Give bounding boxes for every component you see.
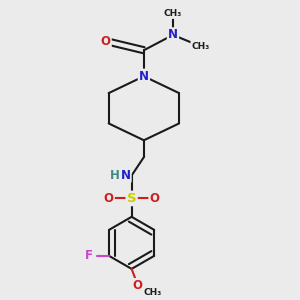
- Text: O: O: [104, 192, 114, 205]
- Text: S: S: [127, 192, 136, 205]
- Text: H: H: [110, 169, 120, 182]
- Text: CH₃: CH₃: [164, 9, 182, 18]
- Text: O: O: [150, 192, 160, 205]
- Text: N: N: [121, 169, 131, 182]
- Text: O: O: [100, 34, 111, 48]
- Text: F: F: [85, 249, 93, 262]
- Text: CH₃: CH₃: [144, 288, 162, 297]
- Text: CH₃: CH₃: [191, 42, 210, 51]
- Text: O: O: [133, 279, 143, 292]
- Text: N: N: [168, 28, 178, 41]
- Text: N: N: [139, 70, 149, 83]
